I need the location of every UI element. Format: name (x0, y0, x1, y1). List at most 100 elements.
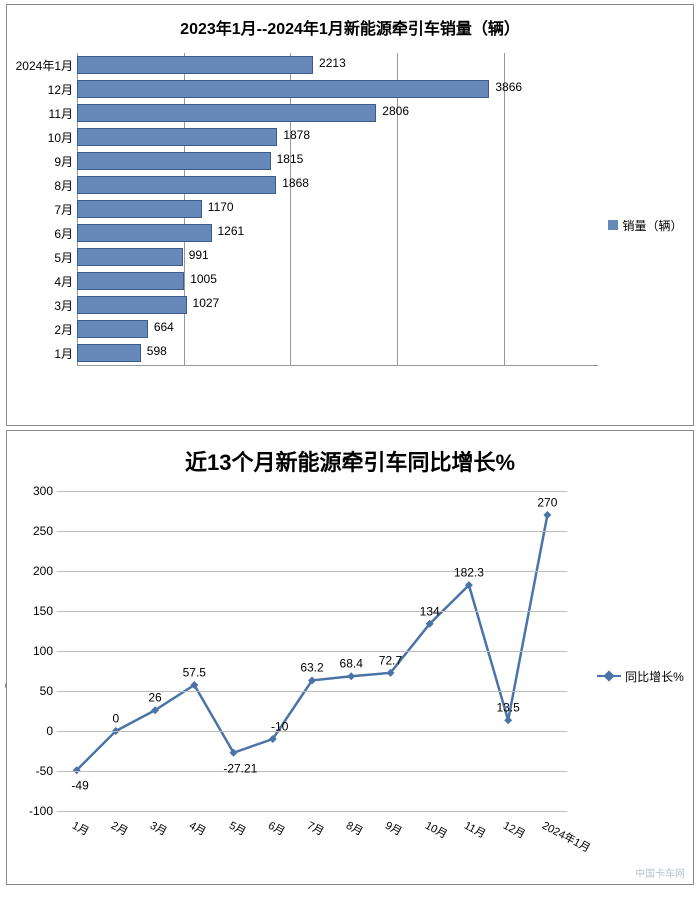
line-gridline (57, 771, 567, 772)
bar-value-label: 3866 (495, 80, 522, 94)
bar-value-label: 664 (154, 320, 174, 334)
line-value-label: 57.5 (183, 665, 206, 679)
line-xtick-label: 6月 (265, 817, 288, 839)
bar-row: 10月 1878 (7, 125, 598, 149)
line-xtick-label: 3月 (148, 817, 171, 839)
bar (77, 272, 184, 290)
line-plot: -100-500501001502002503001月2月3月4月5月6月7月8… (57, 491, 567, 811)
bar-category-label: 10月 (7, 129, 77, 146)
bar-value-label: 1027 (193, 296, 220, 310)
line-value-label: 26 (148, 691, 161, 705)
line-chart-body: -100-500501001502002503001月2月3月4月5月6月7月8… (7, 491, 693, 861)
bar-category-label: 1月 (7, 345, 77, 362)
line-ytick-label: 150 (17, 604, 53, 618)
bar (77, 200, 202, 218)
line-legend-marker (597, 675, 621, 677)
line-xtick-label: 9月 (383, 817, 406, 839)
bar (77, 176, 276, 194)
line-xtick-label: 7月 (304, 817, 327, 839)
bar-category-label: 3月 (7, 297, 77, 314)
line-ytick-label: -50 (17, 764, 53, 778)
line-xtick-label: 4月 (187, 817, 210, 839)
bar-legend-label: 销量（辆） (622, 217, 682, 234)
line-xtick-label: 5月 (226, 817, 249, 839)
bar-row: 8月 1868 (7, 173, 598, 197)
bar-value-label: 1170 (208, 200, 234, 214)
line-gridline (57, 531, 567, 532)
bar-track: 2806 (77, 101, 598, 125)
bar-value-label: 1005 (190, 272, 217, 286)
bar-track: 1170 (77, 197, 598, 221)
bar-plot-area: 2024年1月221312月386611月280610月18789月18158月… (7, 45, 598, 405)
bar-category-label: 2024年1月 (7, 57, 77, 74)
line-gridline (57, 811, 567, 812)
bar-value-label: 1878 (283, 128, 310, 142)
diamond-icon (603, 670, 614, 681)
bar (77, 344, 141, 362)
bar-row: 12月 3866 (7, 77, 598, 101)
bar (77, 224, 212, 242)
bar (77, 104, 376, 122)
line-value-label: 182.3 (454, 566, 484, 580)
line-xtick-label: 10月 (422, 817, 450, 842)
bar-row: 2024年1月2213 (7, 53, 598, 77)
line-value-label: 134 (420, 604, 440, 618)
line-ytick-label: 250 (17, 524, 53, 538)
bar-category-label: 4月 (7, 273, 77, 290)
line-ytick-label: -100 (17, 804, 53, 818)
bar (77, 296, 187, 314)
bar-legend-swatch (608, 220, 618, 230)
line-value-label: 63.2 (300, 661, 323, 675)
bar-row: 7月 1170 (7, 197, 598, 221)
bar-row: 11月 2806 (7, 101, 598, 125)
line-value-label: 0 (113, 711, 120, 725)
line-ytick-label: 300 (17, 484, 53, 498)
bar-chart-title: 2023年1月--2024年1月新能源牵引车销量（辆） (7, 5, 693, 45)
line-chart-panel: 近13个月新能源牵引车同比增长% -100-500501001502002503… (6, 430, 694, 885)
line-xtick-label: 11月 (461, 817, 488, 842)
bar-category-label: 8月 (7, 177, 77, 194)
line-value-label: -10 (271, 719, 288, 733)
bar-category-label: 12月 (7, 81, 77, 98)
bar-track: 3866 (77, 77, 598, 101)
bar-row: 5月991 (7, 245, 598, 269)
bar-category-label: 9月 (7, 153, 77, 170)
line-xtick-label: 8月 (344, 817, 367, 839)
bar-value-label: 2806 (382, 104, 409, 118)
bar-row: 3月 1027 (7, 293, 598, 317)
line-plot-area: -100-500501001502002503001月2月3月4月5月6月7月8… (7, 491, 588, 861)
line-marker (543, 511, 551, 519)
bar-track: 991 (77, 245, 598, 269)
line-legend: 同比增长% (588, 491, 693, 861)
line-marker (504, 716, 512, 724)
bar-value-label: 991 (189, 248, 209, 262)
line-ytick-label: 100 (17, 644, 53, 658)
line-xtick-label: 12月 (501, 817, 529, 842)
bar (77, 152, 271, 170)
bar (77, 128, 277, 146)
bar-track: 2213 (77, 53, 598, 77)
bar-track: 1815 (77, 149, 598, 173)
bar-legend: 销量（辆） (598, 45, 693, 405)
line-value-label: -27.21 (223, 761, 257, 775)
bar-category-label: 11月 (7, 105, 77, 122)
line-value-label: -49 (71, 779, 88, 793)
bar-track: 664 (77, 317, 598, 341)
bar-track: 598 (77, 341, 598, 365)
line-value-label: 68.4 (340, 657, 363, 671)
bar-value-label: 1868 (282, 176, 309, 190)
line-gridline (57, 651, 567, 652)
bar (77, 80, 489, 98)
line-gridline (57, 691, 567, 692)
bar-chart-panel: 2023年1月--2024年1月新能源牵引车销量（辆） 2024年1月22131… (6, 4, 694, 426)
line-legend-label: 同比增长% (625, 668, 684, 685)
line-xtick-label: 2024年1月 (540, 817, 594, 856)
bar-value-label: 598 (147, 344, 167, 358)
bar-track: 1261 (77, 221, 598, 245)
line-chart-title: 近13个月新能源牵引车同比增长% (7, 431, 693, 491)
line-gridline (57, 731, 567, 732)
bar-row: 9月1815 (7, 149, 598, 173)
line-xtick-label: 2月 (108, 817, 131, 839)
bar-chart-body: 2024年1月221312月386611月280610月18789月18158月… (7, 45, 693, 405)
bar-category-label: 7月 (7, 201, 77, 218)
